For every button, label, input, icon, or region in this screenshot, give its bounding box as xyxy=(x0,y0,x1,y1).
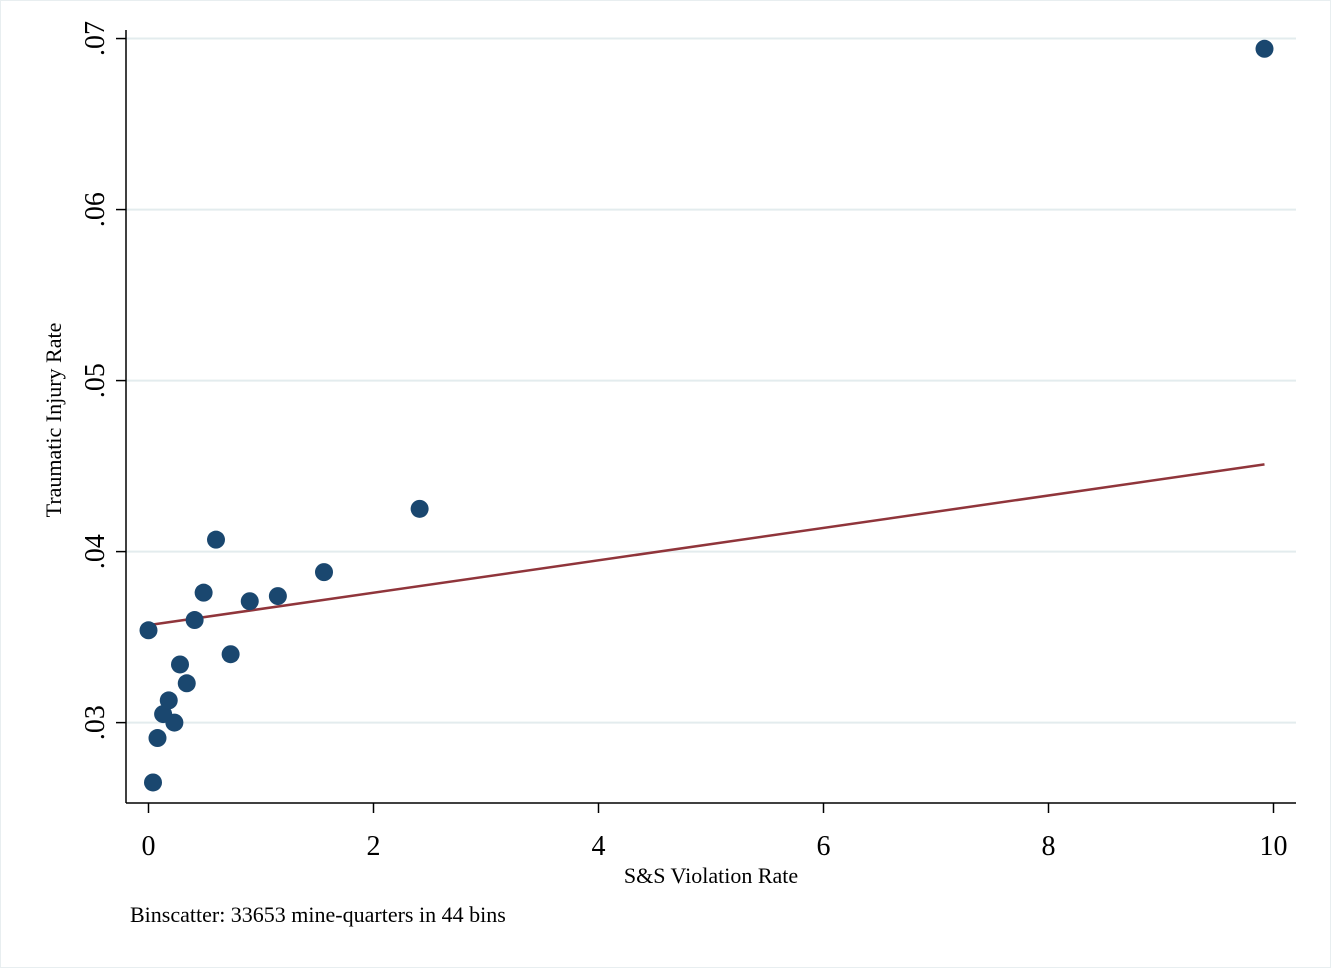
y-tick-label: .07 xyxy=(80,21,111,56)
data-point xyxy=(221,645,240,664)
data-point xyxy=(268,587,287,606)
data-point xyxy=(410,499,429,518)
y-axis-title: Traumatic Injury Rate xyxy=(41,323,66,518)
x-axis-ticks: 0 2 4 6 8 10 xyxy=(142,803,1288,862)
data-point xyxy=(185,611,204,630)
gridlines xyxy=(126,37,1296,724)
fit-line xyxy=(148,463,1265,627)
y-axis-ticks: .03 .04 .05 .06 .07 xyxy=(80,21,126,740)
data-point xyxy=(1255,39,1274,58)
data-point xyxy=(194,583,213,602)
data-point xyxy=(159,691,178,710)
x-tick-label: 8 xyxy=(1042,831,1056,862)
y-tick-label: .04 xyxy=(80,534,111,569)
chart-note: Binscatter: 33653 mine-quarters in 44 bi… xyxy=(130,902,506,927)
x-tick-label: 0 xyxy=(142,831,156,862)
y-tick-label: .06 xyxy=(80,192,111,227)
data-point xyxy=(144,773,162,792)
x-tick-label: 2 xyxy=(367,831,381,862)
data-point xyxy=(171,655,189,674)
x-tick-label: 6 xyxy=(817,831,831,862)
x-tick-label: 4 xyxy=(592,831,606,862)
data-point xyxy=(148,729,167,748)
data-point xyxy=(139,621,158,640)
data-point xyxy=(207,530,225,549)
axes xyxy=(125,30,1296,804)
x-tick-label: 10 xyxy=(1260,831,1288,862)
x-axis-title: S&S Violation Rate xyxy=(624,863,798,888)
fit-line-group xyxy=(148,463,1265,627)
scatter-points xyxy=(139,39,1274,792)
data-point xyxy=(177,674,196,693)
data-point xyxy=(315,563,333,582)
data-point xyxy=(165,713,184,732)
y-tick-label: .03 xyxy=(80,705,111,740)
y-tick-label: .05 xyxy=(80,363,111,398)
data-point xyxy=(240,592,259,611)
